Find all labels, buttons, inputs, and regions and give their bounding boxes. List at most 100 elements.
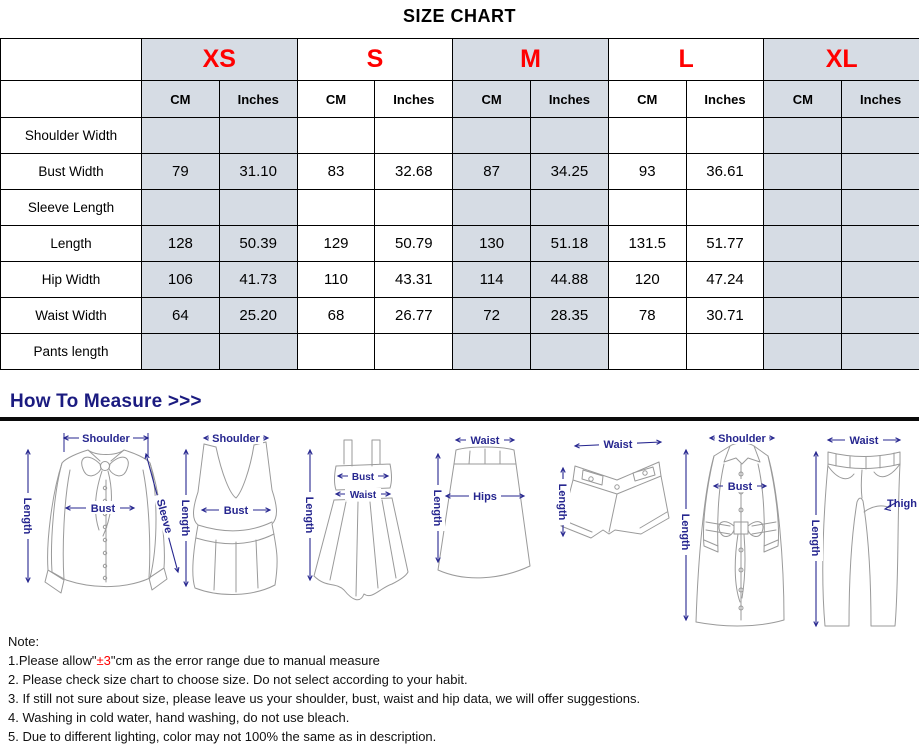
note-line-2: 2. Please check size chart to choose siz… <box>8 672 468 687</box>
arrowhead <box>895 437 902 443</box>
note-line-1: 1.Please allow"±3"cm as the error range … <box>8 653 380 668</box>
arrowhead <box>761 483 768 489</box>
unit-header: Inches <box>685 80 765 118</box>
arrowhead <box>656 439 663 445</box>
value-cell: 50.79 <box>374 225 454 262</box>
page-title: SIZE CHART <box>403 6 516 26</box>
pants-thigh-label: Thigh <box>887 498 917 510</box>
pants-fly <box>860 469 863 499</box>
value-cell <box>374 333 454 370</box>
size-header-xl: XL <box>763 38 919 81</box>
value-cell <box>296 117 376 154</box>
svg-text:Length: Length <box>303 497 315 534</box>
svg-text:Waist: Waist <box>850 435 879 447</box>
svg-text:Waist: Waist <box>350 490 377 501</box>
dress-bust-label: Bust <box>348 470 378 483</box>
arrowhead <box>25 448 31 455</box>
value-cell: 41.73 <box>218 261 298 298</box>
row-label: Bust Width <box>0 153 142 190</box>
blouse-shoulder-label: Shoulder <box>79 431 133 445</box>
tank-panel-lines <box>213 539 259 593</box>
pants-thigh-arrow <box>883 501 898 512</box>
value-cell: 131.5 <box>607 225 687 262</box>
size-header-l: L <box>607 38 765 81</box>
arrowhead <box>813 450 819 457</box>
tank-outline <box>192 441 278 595</box>
blouse-right-cuff <box>148 567 168 591</box>
svg-text:Length: Length <box>431 490 443 527</box>
value-cell <box>218 333 298 370</box>
value-cell <box>841 297 919 334</box>
shorts-cuffs <box>562 511 668 533</box>
table-row: Shoulder Width <box>0 117 919 154</box>
coat-right-sleeve <box>757 455 779 553</box>
value-cell: 87 <box>452 153 531 190</box>
arrowhead <box>307 575 313 582</box>
arrowhead <box>683 615 689 622</box>
svg-text:Shoulder: Shoulder <box>212 433 260 445</box>
unit-header: CM <box>141 80 220 118</box>
svg-text:Sleeve: Sleeve <box>154 498 175 535</box>
value-cell: 64 <box>141 297 220 334</box>
value-cell <box>296 333 376 370</box>
table-row: Length 128 50.39 129 50.79 130 51.18 131.5 51.77 <box>0 225 919 262</box>
dress-straps <box>343 439 381 467</box>
svg-text:Length: Length <box>179 500 191 537</box>
svg-text:Bust: Bust <box>728 481 753 493</box>
value-cell <box>374 189 454 226</box>
skirt-length-label: Length <box>431 485 445 531</box>
value-cell: 25.20 <box>218 297 298 334</box>
unit-header: CM <box>452 80 531 118</box>
value-cell: 128 <box>141 225 220 262</box>
unit-header: CM <box>296 80 376 118</box>
coat-bust-label: Bust <box>723 479 757 493</box>
arrowhead <box>683 448 689 455</box>
error-range-highlight: ±3 <box>96 653 111 668</box>
note-line-4: 4. Washing in cold water, hand washing, … <box>8 710 350 725</box>
svg-text:Waist: Waist <box>471 435 500 447</box>
table-row: Sleeve Length <box>0 189 919 226</box>
value-cell: 50.39 <box>218 225 298 262</box>
pants-length-label: Length <box>809 515 823 561</box>
value-cell <box>141 117 220 154</box>
value-cell: 106 <box>141 261 220 298</box>
arrowhead <box>202 435 209 441</box>
table-row: Waist Width 64 25.20 68 26.77 72 28.35 78 30.71 <box>0 297 919 334</box>
svg-text:Hips: Hips <box>473 491 497 503</box>
arrowhead <box>265 507 272 513</box>
value-cell <box>685 117 765 154</box>
arrowhead <box>444 493 451 499</box>
arrowhead <box>183 448 189 455</box>
value-cell: 114 <box>452 261 531 298</box>
value-cell <box>763 153 843 190</box>
unit-header: CM <box>763 80 843 118</box>
row-label: Sleeve Length <box>0 189 142 226</box>
shorts-tabs <box>581 466 656 486</box>
svg-text:Waist: Waist <box>604 439 633 451</box>
tank-length-label: Length <box>179 495 193 541</box>
value-cell: 31.10 <box>218 153 298 190</box>
note-line-3: 3. If still not sure about size, please … <box>8 691 641 706</box>
dress-skirt <box>313 497 409 601</box>
value-cell: 47.24 <box>685 261 765 298</box>
pants-pockets <box>827 463 901 480</box>
arrowhead <box>129 505 136 511</box>
arrowhead <box>144 452 150 459</box>
value-cell: 93 <box>607 153 687 190</box>
arrowhead <box>200 507 207 513</box>
row-label: Hip Width <box>0 261 142 298</box>
svg-text:Length: Length <box>556 484 568 521</box>
unit-header: CM <box>607 80 687 118</box>
value-cell <box>763 225 843 262</box>
coat-belt-bow <box>718 521 764 603</box>
value-cell <box>841 333 919 370</box>
row-label: Length <box>0 225 142 262</box>
arrowhead <box>143 435 150 441</box>
value-cell <box>530 117 609 154</box>
tank-bust-label: Bust <box>219 503 253 517</box>
value-cell <box>763 333 843 370</box>
value-cell: 36.61 <box>685 153 765 190</box>
arrowhead <box>708 435 715 441</box>
note-line-5: 5. Due to different lighting, color may … <box>8 729 437 744</box>
